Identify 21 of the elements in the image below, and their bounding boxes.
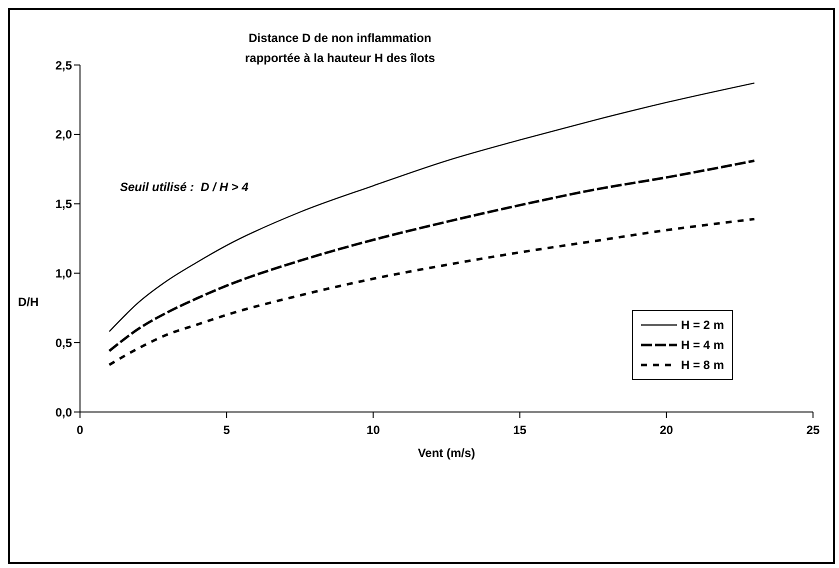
x-tick-label: 0 [76, 423, 84, 437]
line-series [108, 160, 756, 352]
line-series [108, 82, 755, 332]
y-tick-label: 1,5 [55, 197, 72, 212]
legend-label: H = 2 m [680, 317, 724, 334]
legend-label: H = 4 m [680, 337, 724, 354]
x-tick-label: 10 [366, 423, 380, 437]
y-tick-label: 2,0 [55, 128, 72, 142]
y-tick-label: 2,5 [55, 58, 72, 72]
chart-title: Distance D de non inflammation rapportée à la hauteur H des îlots [244, 30, 436, 67]
y-axis-title: D/H [18, 295, 39, 309]
y-tick-label: 1,0 [55, 266, 72, 280]
annotation: Seuil utilisé : D / H > 4 [120, 180, 248, 194]
y-tick-label: 0,0 [55, 405, 72, 420]
x-tick-label: 5 [223, 423, 230, 437]
x-axis-title: Vent (m/s) [418, 446, 476, 460]
x-tick-label: 15 [513, 423, 527, 437]
x-tick-label: 25 [806, 423, 820, 437]
y-tick-label: 0,5 [55, 336, 72, 350]
x-tick-label: 20 [660, 423, 674, 437]
legend-label: H = 8 m [680, 357, 724, 374]
